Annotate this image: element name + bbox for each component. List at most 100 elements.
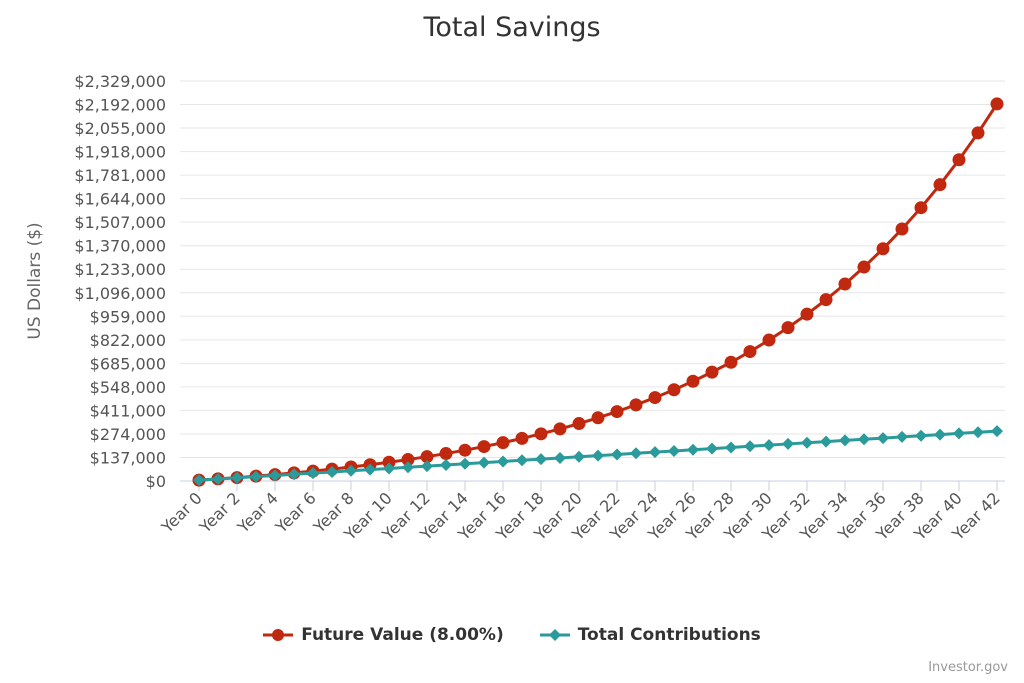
data-point-total-contributions bbox=[269, 469, 281, 482]
data-point-total-contributions bbox=[839, 434, 851, 447]
data-point-future-value bbox=[971, 126, 985, 140]
data-point-total-contributions bbox=[383, 462, 395, 475]
data-point-total-contributions bbox=[212, 472, 224, 485]
y-tick-label: $1,233,000 bbox=[74, 260, 166, 279]
chart-title: Total Savings bbox=[423, 12, 601, 43]
data-point-future-value bbox=[667, 383, 681, 397]
data-point-total-contributions bbox=[991, 425, 1003, 438]
data-point-future-value bbox=[534, 427, 548, 441]
data-point-total-contributions bbox=[497, 455, 509, 468]
data-point-total-contributions bbox=[953, 427, 965, 440]
data-point-total-contributions bbox=[402, 461, 414, 474]
y-tick-label: $1,781,000 bbox=[74, 166, 166, 185]
data-point-future-value bbox=[876, 242, 890, 256]
data-point-future-value bbox=[933, 178, 947, 192]
data-point-total-contributions bbox=[915, 429, 927, 442]
y-tick-label: $0 bbox=[146, 472, 166, 491]
data-point-total-contributions bbox=[364, 463, 376, 476]
data-point-future-value bbox=[705, 365, 719, 379]
x-tick-label: Year 0 bbox=[157, 488, 206, 537]
data-point-total-contributions bbox=[573, 450, 585, 463]
x-tick-label: Year 2 bbox=[195, 488, 244, 537]
data-point-total-contributions bbox=[782, 437, 794, 450]
data-point-total-contributions bbox=[858, 433, 870, 446]
data-point-future-value bbox=[401, 453, 415, 467]
data-point-future-value bbox=[819, 293, 833, 307]
y-tick-label: $2,329,000 bbox=[74, 72, 166, 91]
legend-label: Future Value (8.00%) bbox=[301, 625, 504, 645]
data-point-total-contributions bbox=[611, 448, 623, 461]
y-tick-label: $1,918,000 bbox=[74, 143, 166, 162]
data-point-future-value bbox=[629, 398, 643, 412]
data-point-total-contributions bbox=[725, 441, 737, 454]
y-tick-label: $137,000 bbox=[90, 448, 166, 467]
data-point-future-value bbox=[382, 455, 396, 469]
y-tick-label: $548,000 bbox=[90, 378, 166, 397]
data-point-future-value bbox=[648, 391, 662, 405]
data-point-future-value bbox=[439, 447, 453, 461]
y-tick-label: $1,096,000 bbox=[74, 284, 166, 303]
data-point-total-contributions bbox=[706, 442, 718, 455]
data-point-total-contributions bbox=[820, 435, 832, 448]
data-point-future-value bbox=[553, 422, 567, 436]
data-point-future-value bbox=[800, 307, 814, 321]
x-tick-label: Year 6 bbox=[271, 488, 320, 537]
data-point-total-contributions bbox=[554, 451, 566, 464]
y-tick-label: $411,000 bbox=[90, 401, 166, 420]
data-point-total-contributions bbox=[326, 465, 338, 478]
data-point-total-contributions bbox=[972, 426, 984, 439]
data-point-future-value bbox=[762, 333, 776, 347]
data-point-total-contributions bbox=[345, 464, 357, 477]
diamond-marker-icon bbox=[539, 629, 570, 641]
y-tick-label: $685,000 bbox=[90, 354, 166, 373]
data-point-future-value bbox=[572, 417, 586, 431]
data-point-total-contributions bbox=[478, 456, 490, 469]
data-point-total-contributions bbox=[763, 439, 775, 452]
data-point-future-value bbox=[781, 321, 795, 335]
data-point-total-contributions bbox=[896, 430, 908, 443]
legend-label: Total Contributions bbox=[577, 625, 761, 645]
data-point-future-value bbox=[420, 450, 434, 464]
y-tick-label: $2,055,000 bbox=[74, 119, 166, 138]
data-point-total-contributions bbox=[440, 458, 452, 471]
data-point-future-value bbox=[724, 355, 738, 369]
data-point-total-contributions bbox=[421, 460, 433, 473]
data-point-total-contributions bbox=[307, 467, 319, 480]
data-point-total-contributions bbox=[934, 428, 946, 441]
data-point-total-contributions bbox=[630, 447, 642, 460]
data-point-total-contributions bbox=[877, 432, 889, 445]
circle-marker-icon bbox=[263, 629, 294, 641]
data-point-future-value bbox=[857, 260, 871, 274]
legend-item-future-value[interactable]: Future Value (8.00%) bbox=[263, 625, 504, 645]
data-point-total-contributions bbox=[516, 454, 528, 467]
data-point-future-value bbox=[952, 153, 966, 167]
data-point-future-value bbox=[591, 411, 605, 425]
y-tick-label: $274,000 bbox=[90, 425, 166, 444]
y-axis-title: US Dollars ($) bbox=[25, 222, 45, 339]
data-point-total-contributions bbox=[592, 449, 604, 462]
data-point-total-contributions bbox=[231, 471, 243, 484]
data-point-future-value bbox=[895, 222, 909, 236]
data-point-future-value bbox=[458, 443, 472, 457]
data-point-total-contributions bbox=[668, 444, 680, 457]
data-point-total-contributions bbox=[687, 443, 699, 456]
data-point-future-value bbox=[914, 201, 928, 215]
data-point-future-value bbox=[743, 345, 757, 359]
x-tick-label: Year 4 bbox=[233, 488, 282, 537]
credit-text[interactable]: Investor.gov bbox=[928, 660, 1008, 675]
data-point-total-contributions bbox=[801, 436, 813, 449]
y-tick-label: $822,000 bbox=[90, 331, 166, 350]
legend-item-total-contributions[interactable]: Total Contributions bbox=[539, 625, 761, 645]
data-point-total-contributions bbox=[459, 457, 471, 470]
data-point-total-contributions bbox=[250, 470, 262, 483]
data-point-total-contributions bbox=[193, 474, 205, 487]
y-tick-label: $2,192,000 bbox=[74, 96, 166, 115]
data-point-future-value bbox=[838, 277, 852, 291]
data-point-future-value bbox=[686, 374, 700, 388]
data-point-future-value bbox=[496, 436, 510, 450]
data-point-future-value bbox=[610, 405, 624, 419]
data-point-total-contributions bbox=[744, 440, 756, 453]
data-point-total-contributions bbox=[535, 453, 547, 466]
y-tick-label: $959,000 bbox=[90, 307, 166, 326]
